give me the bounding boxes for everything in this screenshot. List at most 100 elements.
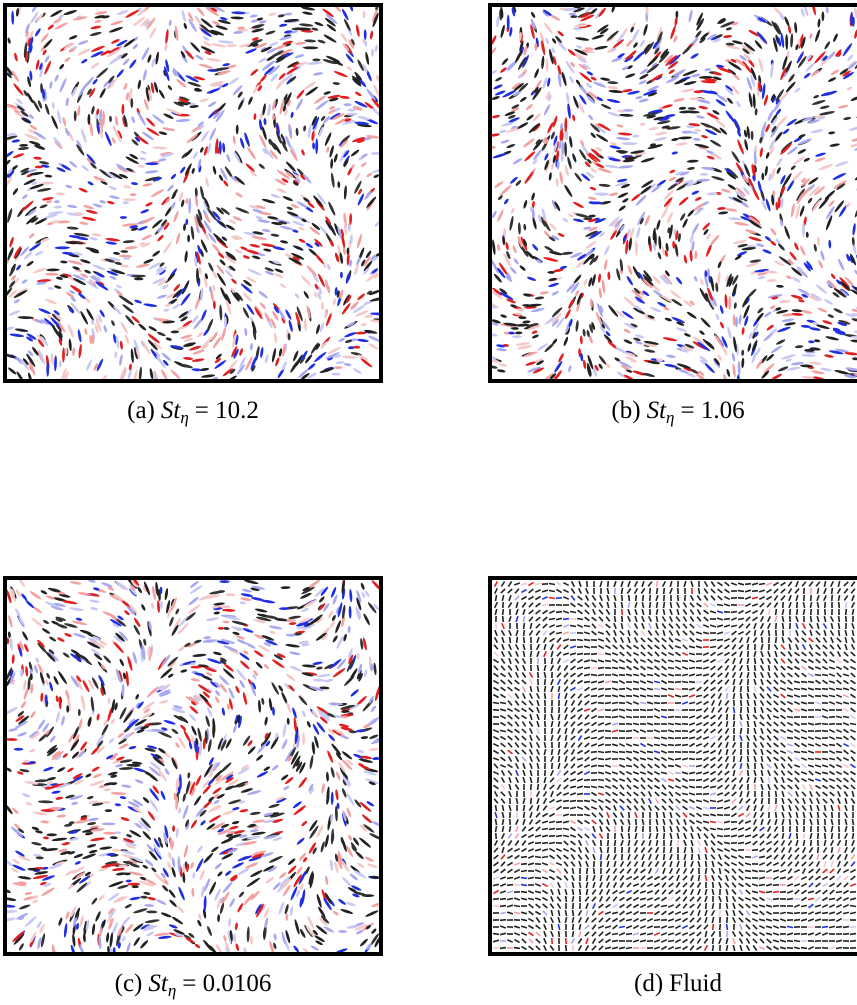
particle (219, 605, 231, 608)
flow-vector (677, 602, 680, 607)
particle (726, 27, 733, 31)
particle (313, 291, 318, 298)
particle (679, 106, 687, 110)
flow-vector (635, 637, 638, 642)
particle (140, 208, 150, 214)
particle (284, 309, 292, 321)
flow-vector (740, 679, 742, 685)
particle (571, 153, 577, 163)
particle (239, 137, 245, 149)
flow-vector (718, 582, 723, 585)
particle (541, 56, 545, 70)
particle (557, 232, 565, 237)
particle (528, 122, 541, 134)
flow-vector (755, 658, 756, 664)
particle (500, 139, 509, 144)
particle (39, 204, 48, 209)
panels (1, 1, 857, 958)
flow-vector (529, 589, 534, 593)
flow-vector (584, 674, 590, 675)
flow-vector (725, 680, 729, 685)
flow-vector (710, 611, 716, 613)
particle (273, 332, 277, 343)
flow-vector (571, 680, 575, 684)
particle (568, 75, 574, 84)
particle (806, 232, 809, 238)
flow-vector (578, 596, 583, 600)
particle (688, 9, 693, 22)
particle (363, 613, 371, 626)
particle (824, 41, 832, 51)
particle (501, 57, 509, 65)
flow-vector (662, 617, 665, 622)
particle (324, 834, 330, 848)
particle (710, 276, 715, 292)
particle (639, 123, 645, 127)
particle (491, 210, 497, 219)
particle (131, 182, 138, 186)
flow-vector (759, 597, 764, 600)
flow-vector (605, 661, 611, 662)
particle (522, 137, 535, 148)
particle (223, 644, 239, 653)
particle (120, 264, 129, 268)
particle (51, 790, 61, 794)
particle (285, 673, 296, 682)
flow-vector (543, 631, 547, 636)
particle (59, 78, 68, 93)
particle (60, 715, 65, 726)
flow-vector (768, 609, 770, 615)
particle (152, 250, 161, 258)
particle (123, 82, 129, 90)
flow-vector (717, 660, 722, 663)
particle (115, 763, 123, 768)
particle (258, 700, 262, 713)
particle (54, 74, 60, 82)
particle (120, 216, 127, 219)
flow-vector (761, 616, 764, 621)
particle (108, 26, 123, 33)
flow-vector (615, 616, 616, 622)
particle (512, 245, 518, 254)
flow-vector (552, 658, 553, 664)
flow-vector (811, 595, 812, 601)
particle (219, 141, 222, 155)
flow-vector (761, 679, 763, 685)
flow-vector (754, 651, 756, 657)
particle (289, 651, 301, 656)
flow-vector (598, 675, 604, 676)
particle (837, 104, 848, 109)
flow-vector (776, 637, 777, 643)
particle (121, 784, 132, 788)
particle (261, 198, 275, 204)
particle (237, 867, 250, 876)
particle (99, 199, 106, 204)
flow-vector (795, 673, 799, 677)
particle (561, 154, 564, 162)
particle (687, 159, 699, 163)
particle (65, 911, 71, 920)
flow-vector (563, 625, 569, 627)
particle (274, 272, 284, 279)
particle (161, 352, 172, 362)
particle (598, 273, 602, 283)
flow-vector (782, 616, 783, 622)
flow-vector (509, 658, 511, 664)
flow-vector (556, 632, 562, 633)
particle (20, 700, 27, 709)
flow-vector (642, 602, 643, 608)
flow-vector (642, 623, 644, 629)
flow-vector (767, 589, 772, 592)
particle (282, 723, 287, 737)
flow-vector (662, 666, 667, 670)
flow-vector (577, 640, 583, 641)
particle (85, 359, 93, 371)
flow-vector (803, 644, 806, 649)
particle (845, 202, 851, 209)
flow-vector (689, 668, 695, 669)
flow-vector (788, 673, 793, 677)
particle (518, 316, 526, 319)
particle (345, 901, 356, 907)
particle (295, 866, 303, 876)
particle (259, 74, 267, 83)
